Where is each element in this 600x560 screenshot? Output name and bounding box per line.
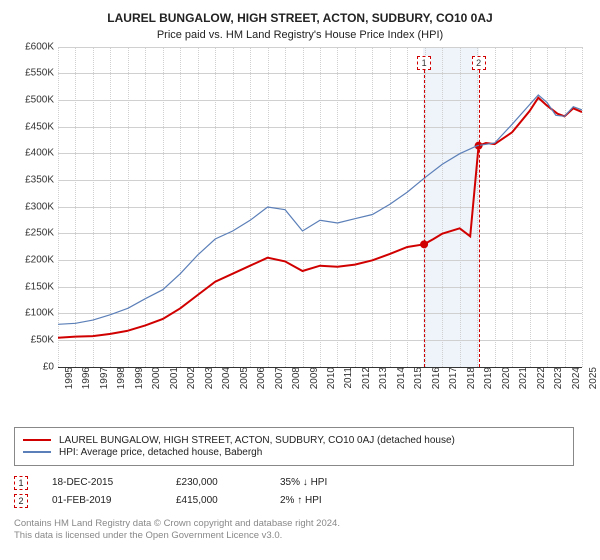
y-axis-label: £500K xyxy=(14,95,54,106)
event-date: 01-FEB-2019 xyxy=(52,495,152,506)
y-axis-label: £200K xyxy=(14,255,54,266)
x-axis-label: 2016 xyxy=(431,367,442,389)
x-axis-label: 2015 xyxy=(413,367,424,389)
marker-vline xyxy=(479,70,480,367)
x-axis-label: 2018 xyxy=(466,367,477,389)
x-axis-label: 2010 xyxy=(326,367,337,389)
event-row: 1 18-DEC-2015 £230,000 35% ↓ HPI xyxy=(14,474,586,492)
legend: LAUREL BUNGALOW, HIGH STREET, ACTON, SUD… xyxy=(14,427,574,466)
marker-vline xyxy=(424,70,425,367)
plot-region: 12 xyxy=(58,47,582,367)
legend-label: LAUREL BUNGALOW, HIGH STREET, ACTON, SUD… xyxy=(59,435,455,446)
series-svg xyxy=(58,47,582,367)
x-axis-label: 2019 xyxy=(483,367,494,389)
y-axis-label: £400K xyxy=(14,148,54,159)
legend-row: HPI: Average price, detached house, Babe… xyxy=(23,447,565,458)
y-axis-label: £600K xyxy=(14,41,54,52)
x-axis-label: 2013 xyxy=(378,367,389,389)
x-axis-label: 2002 xyxy=(186,367,197,389)
x-axis-label: 2022 xyxy=(536,367,547,389)
x-axis-label: 2007 xyxy=(274,367,285,389)
x-axis-label: 2003 xyxy=(204,367,215,389)
y-axis-label: £0 xyxy=(14,361,54,372)
event-price: £230,000 xyxy=(176,477,256,488)
y-axis-label: £50K xyxy=(14,335,54,346)
legend-swatch xyxy=(23,451,51,453)
x-axis-label: 2012 xyxy=(361,367,372,389)
chart-title: LAUREL BUNGALOW, HIGH STREET, ACTON, SUD… xyxy=(14,10,586,27)
x-axis-label: 2005 xyxy=(239,367,250,389)
x-axis-label: 1997 xyxy=(99,367,110,389)
x-axis-label: 2006 xyxy=(256,367,267,389)
legend-row: LAUREL BUNGALOW, HIGH STREET, ACTON, SUD… xyxy=(23,435,565,446)
event-date: 18-DEC-2015 xyxy=(52,477,152,488)
footer-line: This data is licensed under the Open Gov… xyxy=(14,530,586,542)
x-axis-label: 1998 xyxy=(116,367,127,389)
y-axis-label: £100K xyxy=(14,308,54,319)
x-axis-label: 2001 xyxy=(169,367,180,389)
x-axis-label: 1999 xyxy=(134,367,145,389)
y-axis-label: £300K xyxy=(14,201,54,212)
chart-marker: 1 xyxy=(417,56,431,70)
legend-swatch xyxy=(23,439,51,441)
x-axis-label: 2014 xyxy=(396,367,407,389)
chart-area: 12 £0£50K£100K£150K£200K£250K£300K£350K£… xyxy=(14,47,586,387)
x-axis-label: 1995 xyxy=(64,367,75,389)
event-delta: 35% ↓ HPI xyxy=(280,477,327,488)
chart-subtitle: Price paid vs. HM Land Registry's House … xyxy=(14,29,586,41)
x-axis-label: 2004 xyxy=(221,367,232,389)
x-axis-label: 2024 xyxy=(571,367,582,389)
x-axis-label: 2011 xyxy=(343,367,354,389)
x-axis-label: 2008 xyxy=(291,367,302,389)
event-marker-icon: 2 xyxy=(14,494,28,508)
x-axis-label: 1996 xyxy=(81,367,92,389)
x-axis-label: 2009 xyxy=(309,367,320,389)
footer-line: Contains HM Land Registry data © Crown c… xyxy=(14,518,586,530)
y-axis-label: £150K xyxy=(14,281,54,292)
footer-attribution: Contains HM Land Registry data © Crown c… xyxy=(14,518,586,543)
series-hpi xyxy=(58,95,582,324)
vgridline xyxy=(582,47,583,367)
x-axis-label: 2020 xyxy=(501,367,512,389)
chart-marker: 2 xyxy=(472,56,486,70)
event-price: £415,000 xyxy=(176,495,256,506)
y-axis-label: £250K xyxy=(14,228,54,239)
y-axis-label: £550K xyxy=(14,68,54,79)
y-axis-label: £450K xyxy=(14,121,54,132)
event-delta: 2% ↑ HPI xyxy=(280,495,322,506)
x-axis-label: 2017 xyxy=(448,367,459,389)
x-axis-label: 2023 xyxy=(553,367,564,389)
x-axis-label: 2000 xyxy=(151,367,162,389)
legend-label: HPI: Average price, detached house, Babe… xyxy=(59,447,262,458)
event-marker-icon: 1 xyxy=(14,476,28,490)
events-table: 1 18-DEC-2015 £230,000 35% ↓ HPI 2 01-FE… xyxy=(14,474,586,510)
y-axis-label: £350K xyxy=(14,175,54,186)
x-axis-label: 2025 xyxy=(588,367,599,389)
x-axis-label: 2021 xyxy=(518,367,529,389)
event-row: 2 01-FEB-2019 £415,000 2% ↑ HPI xyxy=(14,492,586,510)
